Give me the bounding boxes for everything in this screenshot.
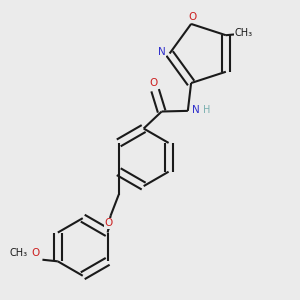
Text: O: O: [189, 12, 197, 22]
Text: O: O: [149, 78, 158, 88]
Text: CH₃: CH₃: [10, 248, 28, 257]
Text: H: H: [203, 105, 211, 115]
Text: O: O: [32, 248, 40, 257]
Text: N: N: [158, 47, 165, 57]
Text: CH₃: CH₃: [235, 28, 253, 38]
Text: O: O: [105, 218, 113, 228]
Text: N: N: [192, 105, 200, 115]
